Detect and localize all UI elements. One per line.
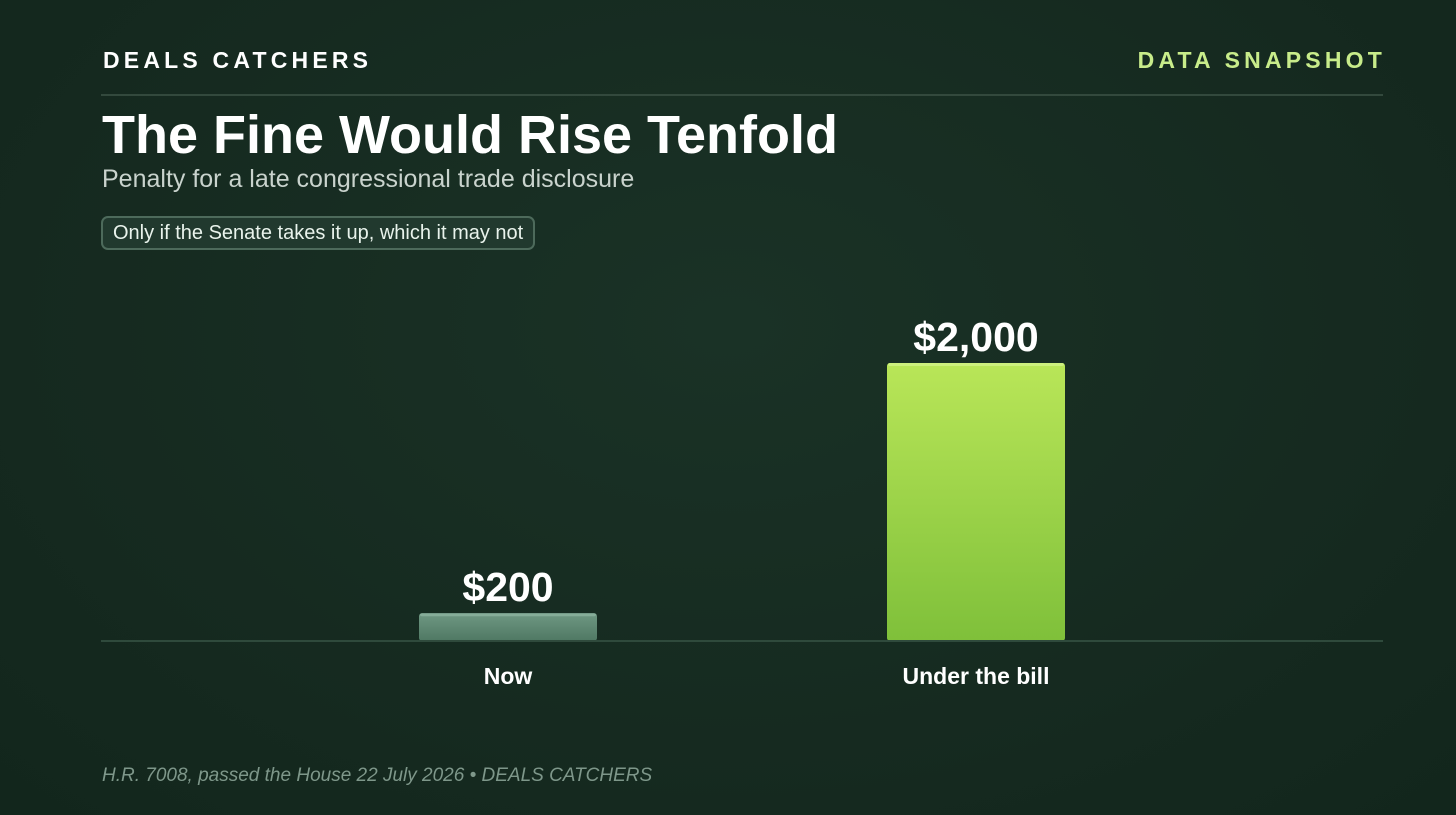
chart-title: The Fine Would Rise Tenfold xyxy=(102,105,838,165)
bar-top-highlight xyxy=(420,613,596,617)
category-label: Now xyxy=(484,663,533,689)
source-footer: H.R. 7008, passed the House 22 July 2026… xyxy=(102,765,653,786)
bar-under-the-bill xyxy=(887,363,1065,641)
bar-value-label: $2,000 xyxy=(913,314,1038,360)
category-label: Under the bill xyxy=(903,663,1050,689)
bar-value-label: $200 xyxy=(462,564,553,610)
senate-note-badge: Only if the Senate takes it up, which it… xyxy=(101,216,536,250)
brand-name: DEALS CATCHERS xyxy=(103,47,373,73)
data-snapshot-tag: DATA SNAPSHOT xyxy=(1137,47,1386,73)
bar-now xyxy=(419,613,597,641)
chart-subtitle: Penalty for a late congressional trade d… xyxy=(102,165,635,193)
bar-top-highlight xyxy=(888,363,1064,366)
header-divider xyxy=(101,94,1383,96)
